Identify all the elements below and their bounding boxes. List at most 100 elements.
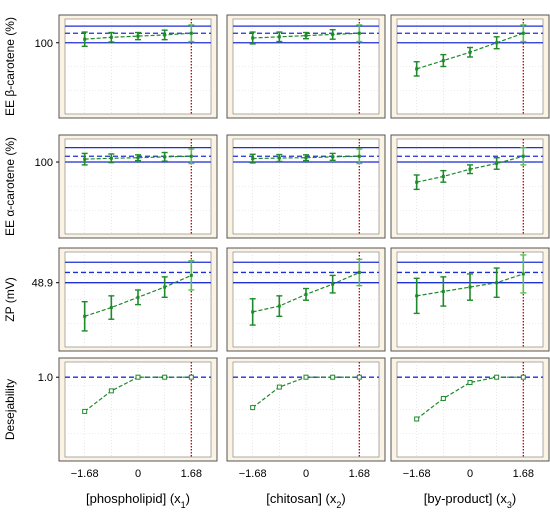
data-point [495,41,499,45]
data-point [251,157,255,161]
x-axis-label-subscript: 2 [336,500,341,510]
data-point [331,282,335,286]
data-point [357,270,361,274]
x-axis-label: [phospholipid] (x1) [86,491,190,510]
data-point [251,36,255,40]
x-axis-label-end: ) [186,491,190,506]
data-point [188,374,194,380]
data-point [414,416,420,422]
x-axis-label: [chitosan] (x2) [266,491,345,510]
panel-r3-c1: 48.9 [32,247,218,352]
data-point [163,155,167,159]
panel-r2-c3 [390,134,550,239]
data-point [277,304,281,308]
panel-r3-c3 [390,247,550,352]
panel-r2-c1: 100 [35,134,218,239]
data-point [468,50,472,54]
data-point [304,34,308,38]
data-point [82,408,88,414]
data-point [304,156,308,160]
data-point [303,374,309,380]
data-point [163,33,167,37]
x-tick-label: −1.68 [71,468,99,480]
panel-r4-c3 [390,357,550,462]
x-axis-label-end: ) [512,491,516,506]
data-point [189,31,193,35]
data-point [109,35,113,39]
data-point [520,374,526,380]
data-point [83,157,87,161]
data-point [276,384,282,390]
x-tick-label: 1.68 [349,468,370,480]
x-axis-label-main: [phospholipid] (x [86,491,181,506]
data-point [108,388,114,394]
data-point [83,37,87,41]
x-tick-label: 0 [135,468,141,480]
x-axis-label: [by-product] (x3) [424,491,516,510]
x-axis-label-main: [chitosan] (x [266,491,337,506]
panel-r3-c2 [226,247,386,352]
data-point [135,374,141,380]
y-axis-label: EE β-carotene (%) [3,17,17,116]
panel-r2-c2 [226,134,386,239]
x-axis-label-end: ) [341,491,345,506]
data-point [468,285,472,289]
data-point [495,281,499,285]
y-axis-label: Desejability [3,379,17,440]
y-axis-label: EE α-carotene (%) [3,137,17,236]
data-point [330,374,336,380]
y-tick-label: 48.9 [32,278,53,290]
data-point [250,405,256,411]
panels-layer: 100 100 48.9 1.0 [32,14,550,462]
data-point [251,310,255,314]
x-tick-label: 1.68 [181,468,202,480]
data-point [136,34,140,38]
data-point [521,154,525,158]
data-point [109,306,113,310]
data-point [109,156,113,160]
data-point [467,380,473,386]
data-point [441,289,445,293]
data-point [495,161,499,165]
data-point [415,180,419,184]
data-point [521,31,525,35]
x-tick-label: −1.68 [403,468,431,480]
x-axis-label-subscript: 3 [507,500,512,510]
x-tick-label: 0 [303,468,309,480]
panel-r4-c1: 1.0 [38,357,218,462]
data-point [468,167,472,171]
y-axis-label: ZP (mV) [3,277,17,321]
data-point [277,35,281,39]
data-point [440,395,446,401]
x-axis-label-main: [by-product] (x [424,491,508,506]
labels-layer: EE β-carotene (%) EE α-carotene (%) ZP (mV… [3,17,534,510]
data-point [162,374,168,380]
data-point [136,295,140,299]
x-tick-label: −1.68 [239,468,267,480]
data-point [189,154,193,158]
data-point [136,156,140,160]
y-tick-label: 100 [35,157,53,169]
data-point [331,155,335,159]
data-point [415,67,419,71]
panel-r1-c2 [226,14,386,119]
data-point [304,292,308,296]
data-point [331,32,335,36]
data-point [357,31,361,35]
data-point [441,59,445,63]
data-point [441,174,445,178]
panel-r1-c3 [390,14,550,119]
panel-r4-c2 [226,357,386,462]
data-point [163,285,167,289]
data-point [356,374,362,380]
y-tick-label: 100 [35,38,53,50]
data-point [189,273,193,277]
x-tick-label: 1.68 [513,468,534,480]
data-point [357,154,361,158]
y-tick-label: 1.0 [38,372,53,384]
x-axis-label-subscript: 1 [181,500,186,510]
data-point [415,294,419,298]
data-point [277,156,281,160]
panel-r1-c1: 100 [35,14,218,119]
